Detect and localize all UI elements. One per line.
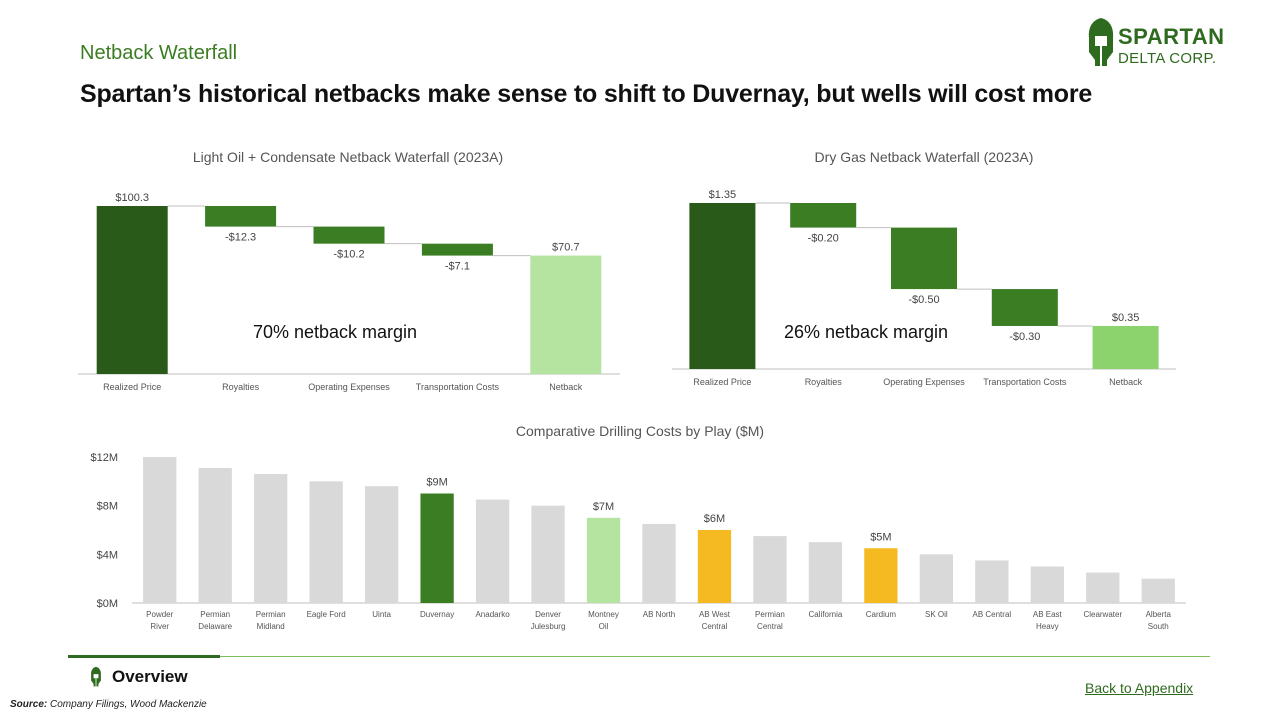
x-tick-label: Central bbox=[757, 622, 783, 631]
drilling-cost-bar bbox=[587, 518, 620, 603]
y-tick-label: $4M bbox=[97, 549, 118, 561]
x-tick-label: Powder bbox=[146, 610, 173, 619]
data-label: $9M bbox=[426, 477, 447, 489]
y-tick-label: $0M bbox=[97, 598, 118, 610]
x-tick-label: River bbox=[150, 622, 169, 631]
drilling-cost-bar bbox=[1142, 579, 1175, 603]
x-tick-label: SK Oil bbox=[925, 610, 948, 619]
data-label: $5M bbox=[870, 531, 891, 543]
source-note: Source: Company Filings, Wood Mackenzie bbox=[10, 699, 207, 710]
x-tick-label: South bbox=[1148, 622, 1169, 631]
x-tick-label: Permian bbox=[200, 610, 230, 619]
drilling-cost-bar bbox=[642, 524, 675, 603]
data-label: $6M bbox=[704, 513, 725, 525]
x-tick-label: California bbox=[809, 610, 843, 619]
x-tick-label: Permian bbox=[755, 610, 785, 619]
x-tick-label: AB East bbox=[1033, 610, 1063, 619]
footer-accent-line bbox=[68, 655, 220, 658]
x-tick-label: Alberta bbox=[1146, 610, 1172, 619]
x-tick-label: Julesburg bbox=[531, 622, 566, 631]
x-tick-label: Eagle Ford bbox=[307, 610, 346, 619]
x-tick-label: Anadarko bbox=[475, 610, 510, 619]
drilling-cost-bar bbox=[365, 486, 398, 603]
drilling-cost-bar bbox=[753, 536, 786, 603]
x-tick-label: Duvernay bbox=[420, 610, 454, 619]
drilling-cost-bar bbox=[143, 457, 176, 603]
source-label: Source: bbox=[10, 699, 47, 710]
drilling-cost-bar bbox=[975, 560, 1008, 603]
spartan-helmet-icon bbox=[88, 666, 104, 688]
data-label: $7M bbox=[593, 501, 614, 513]
footer-divider bbox=[220, 656, 1210, 657]
drilling-cost-bar bbox=[920, 554, 953, 603]
x-tick-label: Uinta bbox=[372, 610, 391, 619]
source-text: Company Filings, Wood Mackenzie bbox=[50, 699, 207, 710]
drilling-cost-bar bbox=[864, 548, 897, 603]
drilling-cost-bar bbox=[254, 474, 287, 603]
x-tick-label: Delaware bbox=[198, 622, 232, 631]
y-tick-label: $12M bbox=[90, 452, 118, 464]
overview-nav[interactable]: Overview bbox=[88, 666, 188, 688]
x-tick-label: Midland bbox=[257, 622, 285, 631]
x-tick-label: Oil bbox=[599, 622, 609, 631]
back-to-appendix-link[interactable]: Back to Appendix bbox=[1085, 680, 1193, 696]
drilling-cost-bar bbox=[809, 542, 842, 603]
drilling-cost-bar bbox=[199, 468, 232, 603]
x-tick-label: Montney bbox=[588, 610, 619, 619]
x-tick-label: Heavy bbox=[1036, 622, 1059, 631]
drilling-cost-bar bbox=[531, 506, 564, 603]
drilling-cost-bar bbox=[698, 530, 731, 603]
drilling-cost-bar bbox=[476, 500, 509, 603]
drilling-cost-bar bbox=[420, 494, 453, 604]
overview-label: Overview bbox=[112, 667, 188, 687]
x-tick-label: AB Central bbox=[972, 610, 1011, 619]
x-tick-label: AB North bbox=[643, 610, 675, 619]
drilling-cost-bar bbox=[1031, 567, 1064, 604]
x-tick-label: AB West bbox=[699, 610, 731, 619]
chart-title: Comparative Drilling Costs by Play ($M) bbox=[516, 423, 764, 439]
drilling-cost-bar bbox=[310, 481, 343, 603]
y-tick-label: $8M bbox=[97, 501, 118, 513]
x-tick-label: Central bbox=[702, 622, 728, 631]
x-tick-label: Permian bbox=[256, 610, 286, 619]
x-tick-label: Clearwater bbox=[1083, 610, 1122, 619]
x-tick-label: Cardium bbox=[866, 610, 897, 619]
x-tick-label: Denver bbox=[535, 610, 561, 619]
drilling-cost-bar bbox=[1086, 573, 1119, 603]
